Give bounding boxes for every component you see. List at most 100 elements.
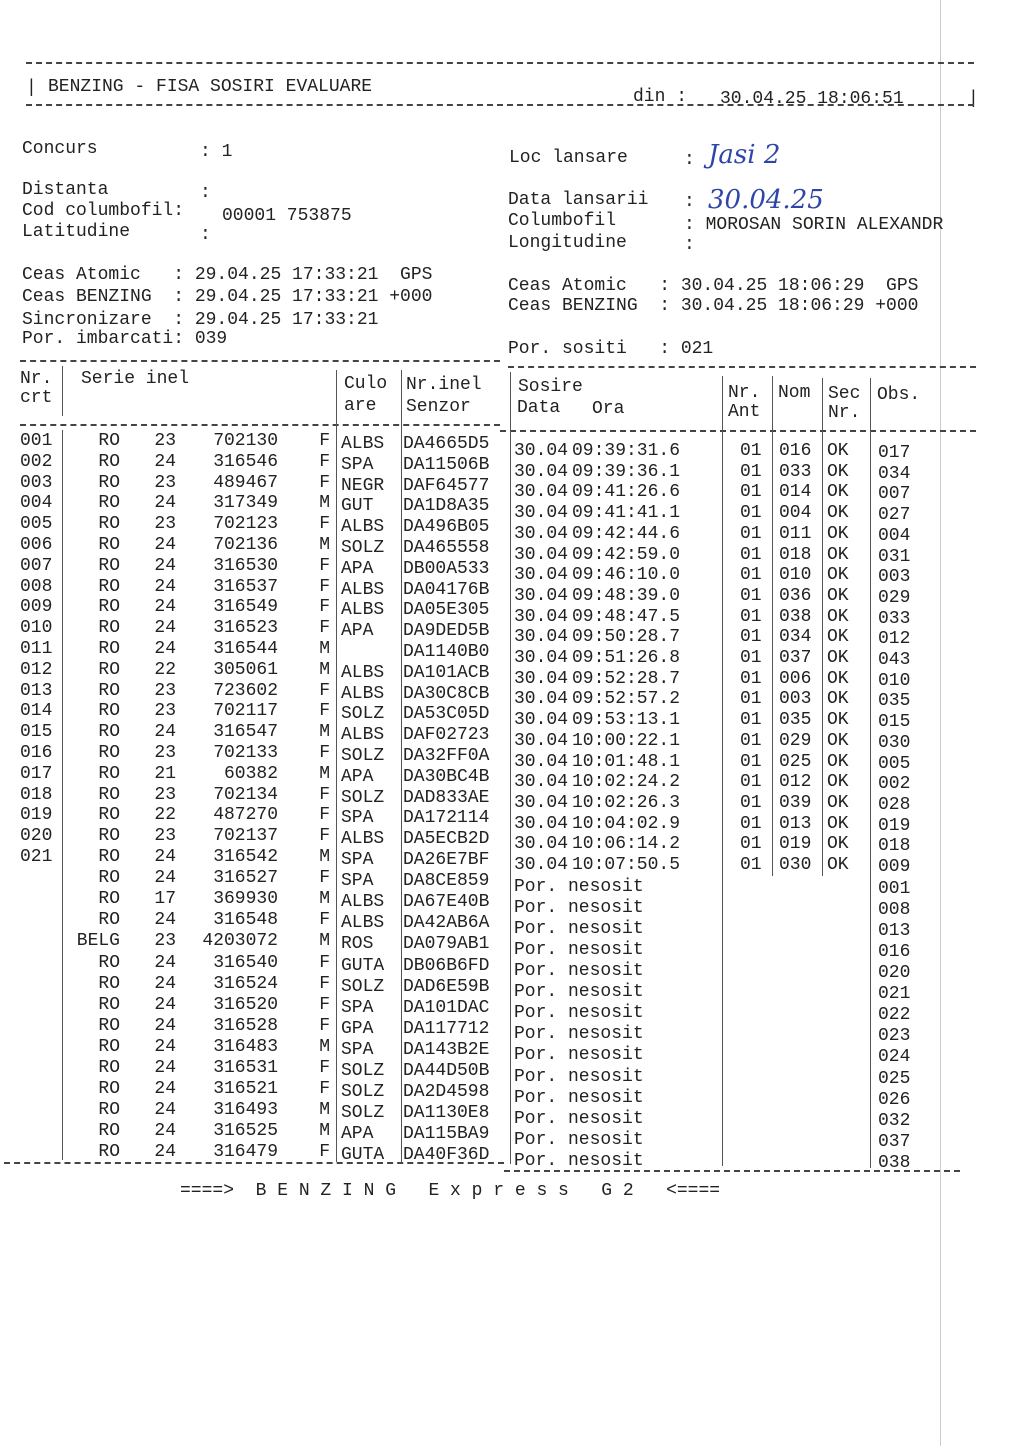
cell-obs: 034: [878, 463, 911, 484]
cell-sec-nr: OK: [827, 668, 849, 689]
cell-nr-inel-senzor: DA05E305: [403, 600, 490, 621]
cell-obs: 005: [878, 753, 911, 774]
cell-sex: F: [319, 680, 330, 701]
cell-an: 24: [154, 639, 176, 659]
cell-sex: M: [319, 722, 330, 743]
cell-nom: 003: [779, 689, 812, 710]
cell-obs: 024: [878, 1047, 911, 1068]
cell-an: 24: [154, 1036, 176, 1057]
cell-obs: 025: [878, 1068, 911, 1089]
cell-nr-inel-senzor: DA53C05D: [403, 704, 490, 725]
cell-numar-inel: 316523: [213, 618, 278, 639]
cell-nr-inel-senzor: DA42AB6A: [403, 913, 490, 934]
col-sosire-header: Sosire: [518, 377, 583, 397]
cell-nr-crt: 007: [20, 555, 53, 576]
cell-nom: 035: [779, 710, 812, 731]
cell-sex: F: [319, 618, 330, 639]
cell-nr-inel-senzor: DA496B05: [403, 517, 490, 538]
cell-an: 24: [154, 952, 176, 973]
cell-numar-inel: 317349: [213, 493, 278, 514]
cell-nr-inel-senzor: DA9DED5B: [403, 621, 490, 642]
cell-ora-sosire: 09:42:59.0: [572, 544, 681, 565]
cell-numar-inel: 316546: [213, 451, 278, 472]
cell-nom: 025: [779, 751, 812, 772]
cell-nr-ant: 01: [740, 461, 762, 482]
cell-sex: F: [319, 973, 330, 994]
cell-nr-ant: 01: [740, 606, 762, 627]
cell-an: 24: [154, 1079, 176, 1100]
cell-numar-inel: 702130: [213, 431, 278, 451]
cell-sex: M: [319, 535, 330, 555]
cell-numar-inel: 316479: [213, 1142, 278, 1163]
cell-nom: 014: [779, 482, 812, 503]
col-nom-header: Nom: [778, 383, 811, 403]
cell-sec-nr: OK: [827, 710, 849, 731]
cell-an: 23: [154, 784, 176, 805]
cell-data-sosire: 30.04: [514, 606, 569, 627]
cell-ora-sosire: 09:50:28.7: [572, 627, 681, 648]
cell-culoare: ALBS: [341, 662, 385, 683]
cell-numar-inel: 316524: [213, 973, 278, 994]
cell-tara: RO: [98, 535, 120, 555]
cell-nr-ant: 01: [740, 441, 762, 461]
distanta-label: Distanta: [22, 180, 109, 200]
cell-sec-nr: OK: [827, 482, 849, 503]
cell-an: 23: [154, 472, 176, 493]
cell-nr-inel-senzor: DA40F36D: [403, 1145, 490, 1166]
cell-nr-inel-senzor: DA172114: [403, 808, 490, 829]
cell-nr-inel-senzor: DA8CE859: [403, 871, 490, 892]
cell-culoare: ROS: [341, 934, 374, 955]
cell-nom: 016: [779, 441, 812, 461]
cell-nom: 019: [779, 834, 812, 855]
cell-nr-crt: 020: [20, 826, 53, 847]
header-top-border: [26, 62, 974, 64]
cell-tara: RO: [98, 493, 120, 514]
col-sec-header: Sec: [828, 384, 861, 404]
cell-sex: M: [319, 639, 330, 659]
data-lansarii-handwritten: 30.04.25: [708, 185, 824, 215]
cell-culoare: GPA: [341, 1018, 374, 1039]
cell-nr-crt: 005: [20, 514, 53, 535]
cell-data-sosire: 30.04: [514, 544, 569, 565]
cell-nr-crt: 021: [20, 847, 53, 867]
start-ceas-atomic: Ceas Atomic : 29.04.25 17:33:21 GPS: [22, 265, 433, 285]
cell-culoare: GUT: [341, 496, 374, 517]
cell-culoare: SPA: [341, 808, 374, 829]
cell-tara: RO: [98, 701, 120, 722]
cell-data-sosire: 30.04: [514, 523, 569, 544]
cell-nr-inel-senzor: DA101ACB: [403, 662, 490, 683]
cell-nr-inel-senzor: DA117712: [403, 1018, 490, 1039]
cell-sec-nr: OK: [827, 792, 849, 813]
cell-tara: RO: [98, 618, 120, 639]
cell-obs: 001: [878, 879, 911, 900]
cell-tara: RO: [98, 576, 120, 597]
cell-obs: 038: [878, 1152, 911, 1173]
cell-nom: 034: [779, 627, 812, 648]
cell-sec-nr: OK: [827, 648, 849, 668]
col-obs-header: Obs.: [877, 385, 921, 405]
col-sec-header-2: Nr.: [828, 403, 861, 423]
cell-nr-inel-senzor: DA30BC4B: [403, 766, 490, 787]
cell-nr-ant: 01: [740, 792, 762, 813]
cell-culoare: ALBS: [341, 434, 385, 454]
cell-culoare: SOLZ: [341, 704, 385, 725]
cell-tara: RO: [98, 743, 120, 763]
cell-sec-nr: OK: [827, 523, 849, 544]
cell-an: 24: [154, 847, 176, 867]
cell-an: 24: [154, 1142, 176, 1163]
end-ceas-benzing: Ceas BENZING : 30.04.25 18:06:29 +000: [508, 296, 919, 316]
cell-data-sosire: Por. nesosit: [514, 1108, 644, 1129]
cell-nr-crt: 013: [20, 680, 53, 701]
cell-ora-sosire: 10:01:48.1: [572, 751, 681, 772]
cell-numar-inel: 316521: [213, 1079, 278, 1100]
cell-tara: RO: [98, 805, 120, 826]
cell-an: 23: [154, 431, 176, 451]
cell-nom: 011: [779, 523, 812, 544]
cell-sec-nr: OK: [827, 772, 849, 793]
cell-culoare: SOLZ: [341, 1082, 385, 1103]
col-nrinel-header: Nr.inel: [406, 375, 482, 395]
cell-an: 23: [154, 680, 176, 701]
cell-ora-sosire: 09:41:41.1: [572, 503, 681, 524]
cell-culoare: SPA: [341, 454, 374, 475]
cell-sec-nr: OK: [827, 689, 849, 710]
